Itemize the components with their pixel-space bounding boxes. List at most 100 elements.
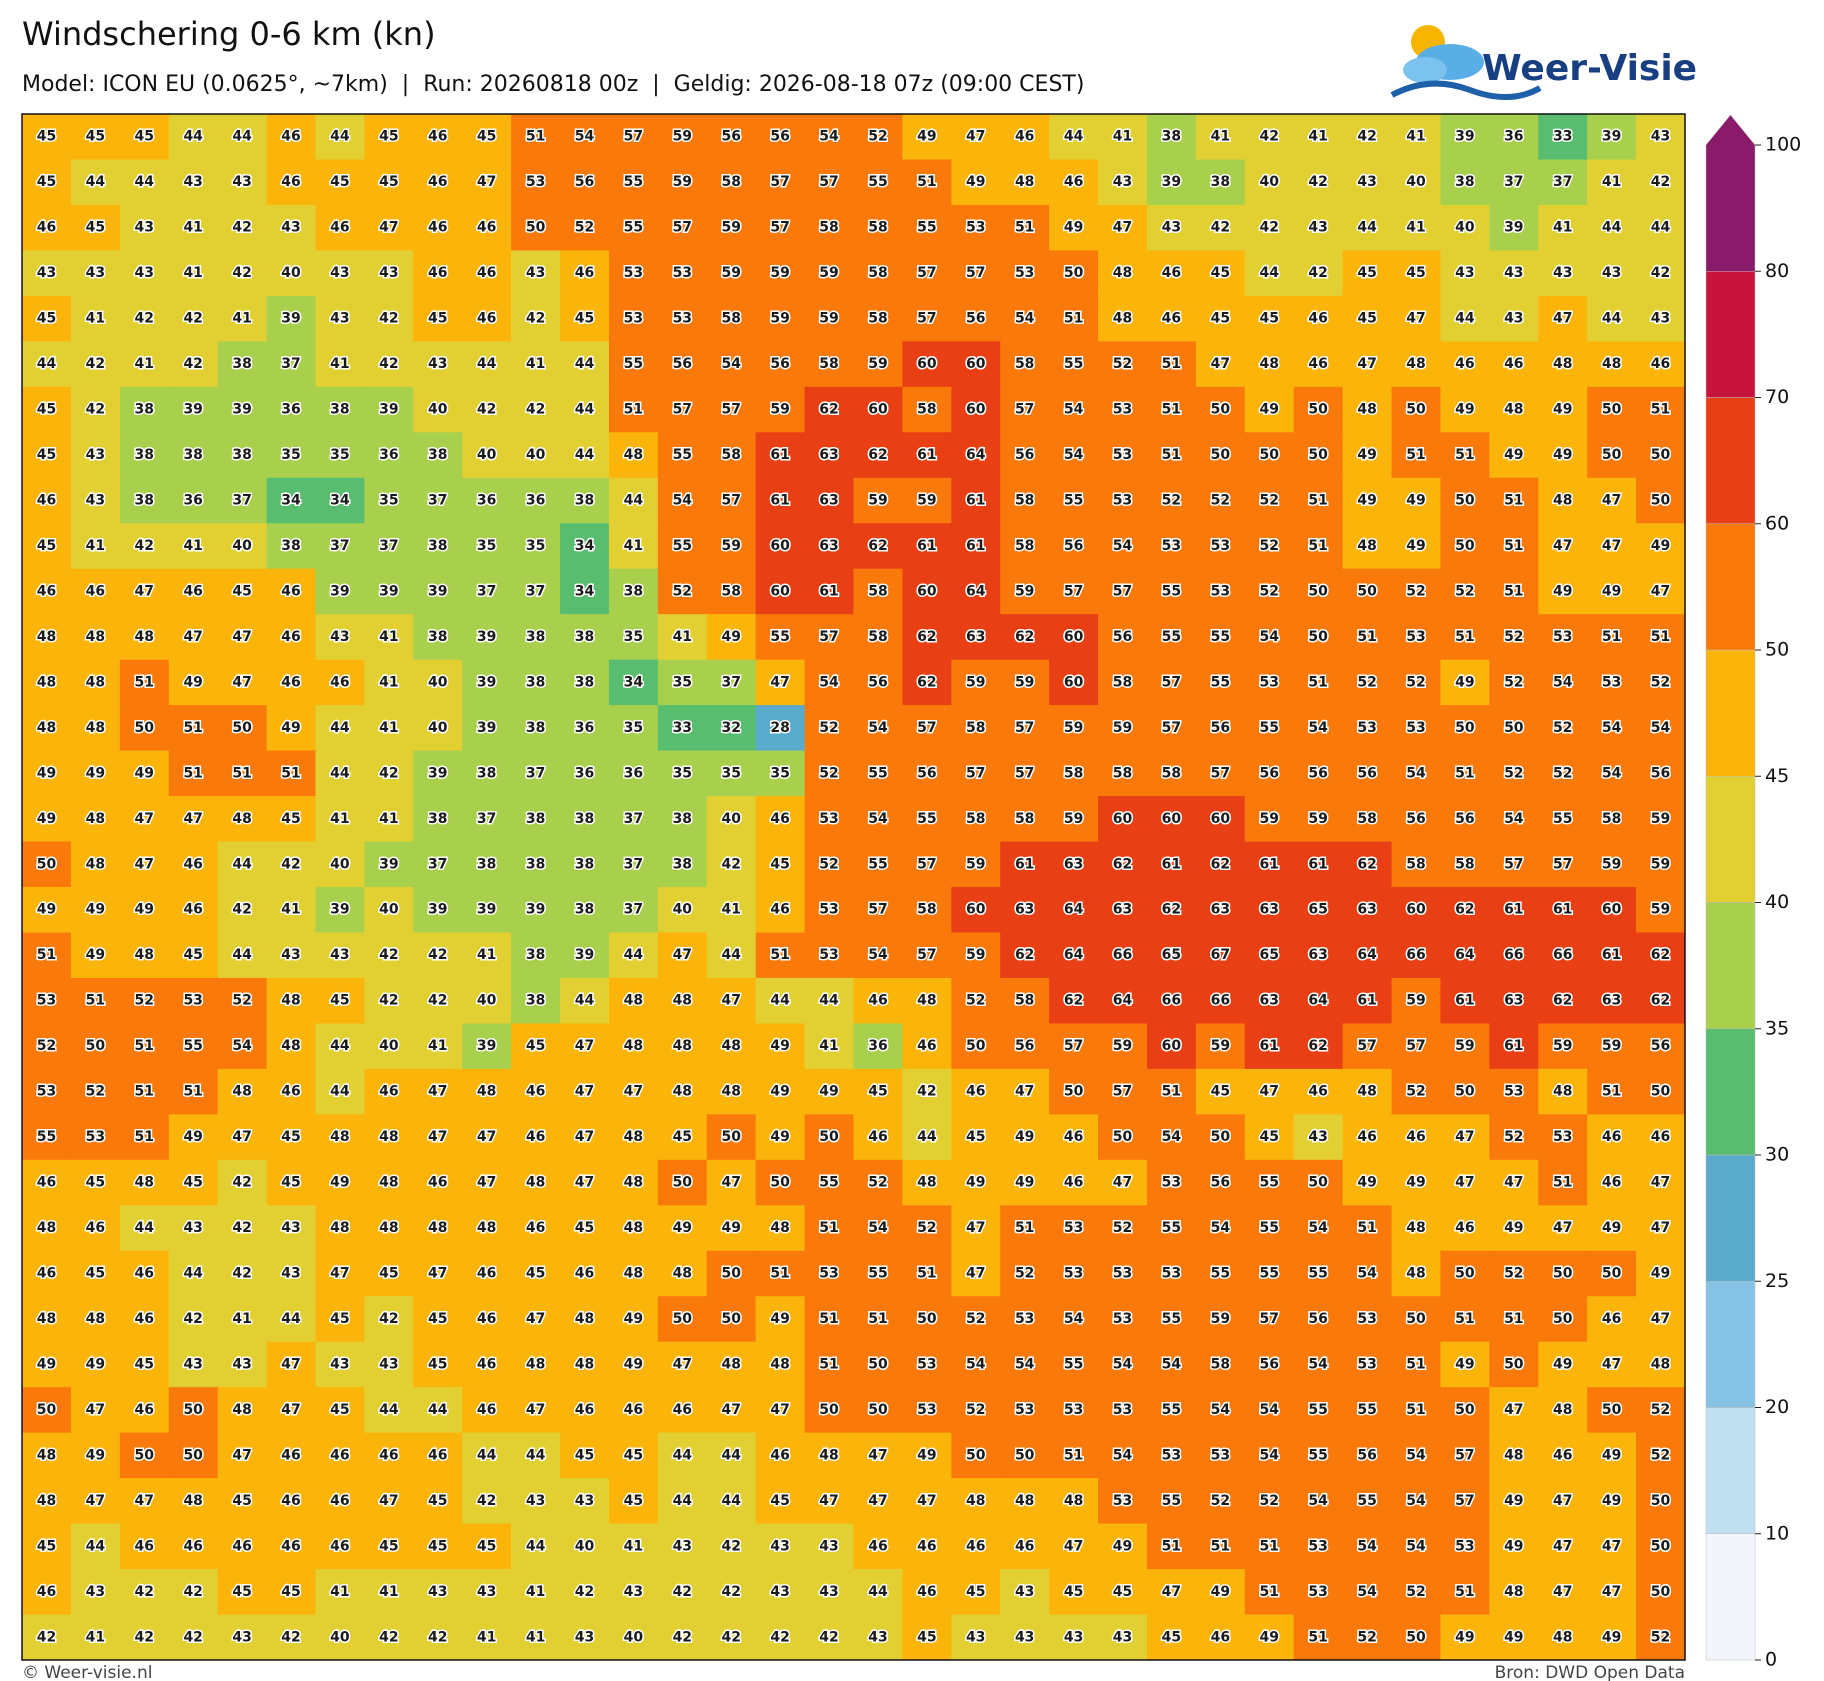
cell — [119, 1023, 170, 1070]
cell — [1489, 568, 1539, 615]
colorbar-bin — [1705, 1028, 1756, 1156]
cell-value: 59 — [868, 493, 887, 509]
cell — [266, 568, 316, 615]
cell — [1636, 1614, 1686, 1661]
cell-value: 54 — [1162, 1129, 1182, 1145]
cell — [608, 250, 659, 297]
cell — [1293, 523, 1344, 570]
cell — [70, 386, 121, 433]
cell-value: 45 — [86, 129, 105, 145]
cell-value: 50 — [770, 1175, 790, 1191]
cell-value: 43 — [1651, 311, 1670, 327]
cell-value: 48 — [86, 1311, 105, 1327]
cell — [902, 1023, 952, 1070]
cell — [1489, 432, 1539, 479]
cell — [217, 614, 268, 661]
cell — [1049, 1614, 1099, 1661]
cell-value: 37 — [232, 493, 251, 509]
cell-value: 55 — [1260, 1266, 1279, 1282]
cell-value: 47 — [1553, 538, 1572, 554]
cell — [657, 159, 708, 206]
cell-value: 65 — [1162, 947, 1181, 963]
cell-value: 40 — [673, 902, 693, 918]
cell-value: 44 — [232, 129, 252, 145]
cell-value: 50 — [673, 1175, 693, 1191]
cell-value: 50 — [721, 1266, 741, 1282]
cell-value: 41 — [232, 1311, 251, 1327]
cell — [168, 614, 219, 661]
cell-value: 46 — [37, 220, 56, 236]
cell — [462, 1296, 512, 1343]
cell-value: 44 — [575, 447, 595, 463]
cell — [266, 1341, 316, 1388]
cell-value: 52 — [819, 720, 838, 736]
cell — [951, 1250, 1001, 1297]
cell — [1049, 250, 1099, 297]
cell — [413, 1478, 463, 1525]
cell — [1098, 341, 1148, 388]
cell-value: 41 — [135, 356, 154, 372]
cell — [1391, 1478, 1441, 1525]
cell — [22, 750, 72, 797]
cell-value: 50 — [1651, 1584, 1671, 1600]
cell-value: 45 — [868, 1084, 887, 1100]
cell-value: 59 — [1211, 1311, 1230, 1327]
cell-value: 40 — [477, 447, 497, 463]
cell-value: 35 — [477, 538, 496, 554]
cell-value: 48 — [183, 1493, 202, 1509]
cell — [413, 750, 463, 797]
cell-value: 46 — [477, 1311, 496, 1327]
cell-value: 47 — [1113, 220, 1132, 236]
cell-value: 59 — [868, 356, 887, 372]
cell — [1440, 114, 1490, 160]
cell — [560, 386, 610, 433]
cell-value: 44 — [575, 993, 595, 1009]
cell — [1440, 1023, 1490, 1070]
cell-value: 53 — [1162, 1266, 1181, 1282]
cell — [70, 204, 121, 251]
cell — [70, 159, 121, 206]
cell-value: 53 — [1113, 1266, 1132, 1282]
cell-value: 63 — [819, 447, 838, 463]
cell-value: 55 — [624, 174, 643, 190]
colorbar-bin — [1705, 1154, 1756, 1282]
cell-value: 48 — [1504, 402, 1523, 418]
cell-value: 47 — [86, 1402, 105, 1418]
cell — [1391, 250, 1441, 297]
cell-value: 38 — [135, 493, 154, 509]
cell-value: 40 — [232, 538, 252, 554]
cell-value: 37 — [526, 765, 545, 781]
cell — [1098, 1614, 1148, 1661]
cell — [1587, 568, 1637, 615]
cell — [70, 750, 121, 797]
cell-value: 47 — [1553, 1220, 1572, 1236]
cell-value: 42 — [1260, 129, 1279, 145]
cell — [266, 1114, 316, 1161]
cell — [657, 1432, 708, 1479]
cell-value: 52 — [1504, 765, 1523, 781]
cell — [315, 705, 365, 752]
cell — [706, 932, 757, 979]
cell-value: 66 — [1162, 993, 1181, 1009]
cell-value: 43 — [330, 265, 349, 281]
cell — [1146, 1205, 1197, 1252]
cell-value: 39 — [330, 902, 349, 918]
cell — [1146, 250, 1197, 297]
cell — [657, 1205, 708, 1252]
cell-value: 42 — [428, 947, 447, 963]
cell-value: 42 — [183, 1311, 202, 1327]
cell-value: 58 — [1406, 856, 1425, 872]
cell — [608, 386, 659, 433]
cell — [1195, 796, 1246, 843]
cell-value: 47 — [1064, 1538, 1083, 1554]
cell — [1049, 1432, 1099, 1479]
cell-value: 42 — [477, 402, 496, 418]
cell-value: 47 — [868, 1493, 887, 1509]
cell — [902, 159, 952, 206]
cell — [853, 1387, 903, 1434]
cell-value: 53 — [1113, 1402, 1132, 1418]
cell-value: 40 — [428, 720, 448, 736]
cell-value: 42 — [86, 356, 105, 372]
cell — [315, 1432, 365, 1479]
cell — [70, 1296, 121, 1343]
